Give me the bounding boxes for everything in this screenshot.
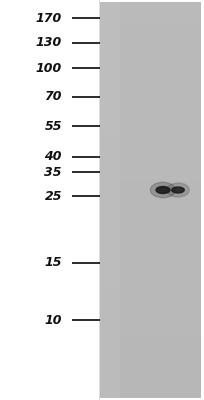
- Ellipse shape: [172, 187, 184, 193]
- Text: 100: 100: [36, 62, 62, 74]
- Ellipse shape: [167, 183, 189, 197]
- Text: 130: 130: [36, 36, 62, 50]
- Text: 40: 40: [44, 150, 62, 164]
- Ellipse shape: [150, 182, 176, 198]
- Ellipse shape: [156, 186, 170, 194]
- Text: 170: 170: [36, 12, 62, 24]
- Text: 35: 35: [44, 166, 62, 178]
- Text: 25: 25: [44, 190, 62, 202]
- Text: 15: 15: [44, 256, 62, 270]
- Text: 55: 55: [44, 120, 62, 132]
- Text: 10: 10: [44, 314, 62, 326]
- Text: 70: 70: [44, 90, 62, 104]
